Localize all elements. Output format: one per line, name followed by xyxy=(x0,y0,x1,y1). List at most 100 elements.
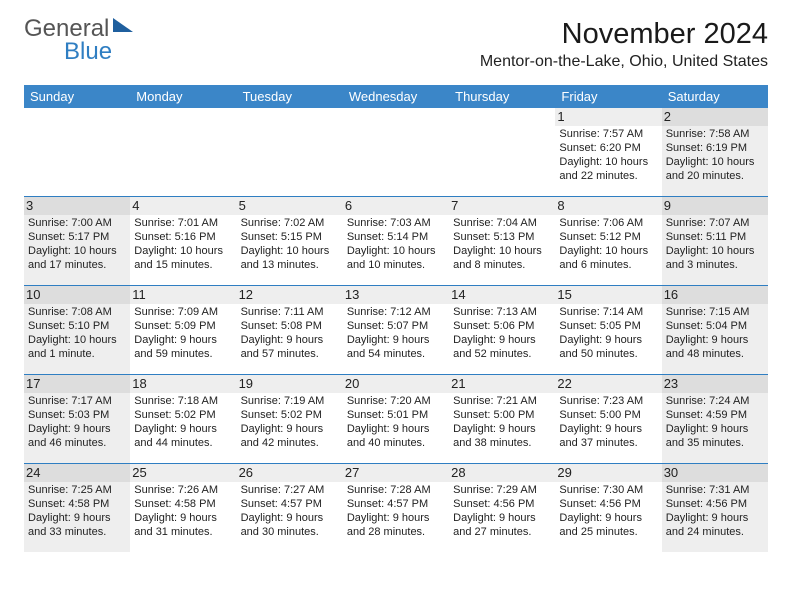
calendar-cell: 21Sunrise: 7:21 AMSunset: 5:00 PMDayligh… xyxy=(449,375,555,463)
day-number: 11 xyxy=(130,286,236,304)
calendar-cell: 29 Sunrise: 7:30 AMSunset: 4:56 PMDayligh… xyxy=(555,464,661,552)
calendar-row: 10Sunrise: 7:08 AMSunset: 5:10 PMDayligh… xyxy=(24,286,768,375)
day-number: 24 xyxy=(24,464,130,482)
calendar: Sunday Monday Tuesday Wednesday Thursday… xyxy=(24,85,768,552)
calendar-cell: 3 Sunrise: 7:00 AMSunset: 5:17 PMDaylight… xyxy=(24,197,130,285)
day-number: 16 xyxy=(662,286,768,304)
day-info: Sunrise: 7:09 AMSunset: 5:09 PMDaylight:… xyxy=(134,306,232,361)
day-info: Sunrise: 7:31 AMSunset: 4:56 PMDaylight:… xyxy=(666,484,764,539)
page-title: November 2024 xyxy=(480,18,768,51)
day-header: Wednesday xyxy=(343,85,449,108)
calendar-cell: 9 Sunrise: 7:07 AMSunset: 5:11 PMDaylight… xyxy=(662,197,768,285)
day-info: Sunrise: 7:30 AMSunset: 4:56 PMDaylight:… xyxy=(559,484,657,539)
day-number: 12 xyxy=(237,286,343,304)
calendar-cell xyxy=(449,108,555,196)
calendar-cell: 20 Sunrise: 7:20 AMSunset: 5:01 PMDayligh… xyxy=(343,375,449,463)
day-info: Sunrise: 7:13 AMSunset: 5:06 PMDaylight:… xyxy=(453,306,551,361)
calendar-row: 3 Sunrise: 7:00 AMSunset: 5:17 PMDaylight… xyxy=(24,197,768,286)
day-info: Sunrise: 7:01 AMSunset: 5:16 PMDaylight:… xyxy=(134,217,232,272)
calendar-cell: 27 Sunrise: 7:28 AMSunset: 4:57 PMDayligh… xyxy=(343,464,449,552)
calendar-cell: 23Sunrise: 7:24 AMSunset: 4:59 PMDayligh… xyxy=(662,375,768,463)
calendar-header-row: Sunday Monday Tuesday Wednesday Thursday… xyxy=(24,85,768,108)
day-info: Sunrise: 7:20 AMSunset: 5:01 PMDaylight:… xyxy=(347,395,445,450)
day-number: 26 xyxy=(237,464,343,482)
day-info: Sunrise: 7:00 AMSunset: 5:17 PMDaylight:… xyxy=(28,217,126,272)
day-number: 2 xyxy=(662,108,768,126)
calendar-body: 1Sunrise: 7:57 AMSunset: 6:20 PMDaylight… xyxy=(24,108,768,552)
logo-bottom: Blue xyxy=(64,38,112,65)
day-number: 3 xyxy=(24,197,130,215)
day-info: Sunrise: 7:28 AMSunset: 4:57 PMDaylight:… xyxy=(347,484,445,539)
day-number: 4 xyxy=(130,197,236,215)
day-number: 7 xyxy=(449,197,555,215)
day-info: Sunrise: 7:21 AMSunset: 5:00 PMDaylight:… xyxy=(453,395,551,450)
calendar-cell: 13 Sunrise: 7:12 AMSunset: 5:07 PMDayligh… xyxy=(343,286,449,374)
calendar-cell: 5 Sunrise: 7:02 AMSunset: 5:15 PMDaylight… xyxy=(237,197,343,285)
day-number: 9 xyxy=(662,197,768,215)
calendar-cell: 17 Sunrise: 7:17 AMSunset: 5:03 PMDayligh… xyxy=(24,375,130,463)
logo: General Blue xyxy=(24,18,133,64)
calendar-cell: 10Sunrise: 7:08 AMSunset: 5:10 PMDayligh… xyxy=(24,286,130,374)
calendar-cell xyxy=(24,108,130,196)
day-info: Sunrise: 7:17 AMSunset: 5:03 PMDaylight:… xyxy=(28,395,126,450)
calendar-cell xyxy=(130,108,236,196)
calendar-cell: 8 Sunrise: 7:06 AMSunset: 5:12 PMDaylight… xyxy=(555,197,661,285)
day-number: 15 xyxy=(555,286,661,304)
calendar-cell: 16 Sunrise: 7:15 AMSunset: 5:04 PMDayligh… xyxy=(662,286,768,374)
day-info: Sunrise: 7:07 AMSunset: 5:11 PMDaylight:… xyxy=(666,217,764,272)
calendar-cell: 12 Sunrise: 7:11 AMSunset: 5:08 PMDayligh… xyxy=(237,286,343,374)
header: General Blue November 2024 Mentor-on-the… xyxy=(24,18,768,71)
day-number: 10 xyxy=(24,286,130,304)
calendar-cell: 24 Sunrise: 7:25 AMSunset: 4:58 PMDayligh… xyxy=(24,464,130,552)
calendar-cell: 11 Sunrise: 7:09 AMSunset: 5:09 PMDayligh… xyxy=(130,286,236,374)
day-info: Sunrise: 7:58 AMSunset: 6:19 PMDaylight:… xyxy=(666,128,764,183)
day-number: 25 xyxy=(130,464,236,482)
day-number: 1 xyxy=(555,108,661,126)
calendar-cell xyxy=(237,108,343,196)
calendar-cell: 28 Sunrise: 7:29 AMSunset: 4:56 PMDayligh… xyxy=(449,464,555,552)
calendar-cell: 6 Sunrise: 7:03 AMSunset: 5:14 PMDaylight… xyxy=(343,197,449,285)
day-info: Sunrise: 7:02 AMSunset: 5:15 PMDaylight:… xyxy=(241,217,339,272)
day-info: Sunrise: 7:03 AMSunset: 5:14 PMDaylight:… xyxy=(347,217,445,272)
day-number: 5 xyxy=(237,197,343,215)
day-info: Sunrise: 7:25 AMSunset: 4:58 PMDaylight:… xyxy=(28,484,126,539)
day-info: Sunrise: 7:12 AMSunset: 5:07 PMDaylight:… xyxy=(347,306,445,361)
day-info: Sunrise: 7:24 AMSunset: 4:59 PMDaylight:… xyxy=(666,395,764,450)
day-header: Saturday xyxy=(662,85,768,108)
day-info: Sunrise: 7:19 AMSunset: 5:02 PMDaylight:… xyxy=(241,395,339,450)
day-number: 6 xyxy=(343,197,449,215)
calendar-cell: 25 Sunrise: 7:26 AMSunset: 4:58 PMDayligh… xyxy=(130,464,236,552)
calendar-cell: 22Sunrise: 7:23 AMSunset: 5:00 PMDayligh… xyxy=(555,375,661,463)
calendar-cell: 19 Sunrise: 7:19 AMSunset: 5:02 PMDayligh… xyxy=(237,375,343,463)
calendar-cell: 14 Sunrise: 7:13 AMSunset: 5:06 PMDayligh… xyxy=(449,286,555,374)
calendar-cell: 18Sunrise: 7:18 AMSunset: 5:02 PMDayligh… xyxy=(130,375,236,463)
day-number: 8 xyxy=(555,197,661,215)
day-info: Sunrise: 7:29 AMSunset: 4:56 PMDaylight:… xyxy=(453,484,551,539)
calendar-row: 24 Sunrise: 7:25 AMSunset: 4:58 PMDayligh… xyxy=(24,464,768,552)
calendar-row: 1Sunrise: 7:57 AMSunset: 6:20 PMDaylight… xyxy=(24,108,768,197)
day-info: Sunrise: 7:14 AMSunset: 5:05 PMDaylight:… xyxy=(559,306,657,361)
day-number: 13 xyxy=(343,286,449,304)
day-number: 14 xyxy=(449,286,555,304)
calendar-cell: 7Sunrise: 7:04 AMSunset: 5:13 PMDaylight… xyxy=(449,197,555,285)
day-number: 20 xyxy=(343,375,449,393)
day-number: 29 xyxy=(555,464,661,482)
day-info: Sunrise: 7:26 AMSunset: 4:58 PMDaylight:… xyxy=(134,484,232,539)
day-info: Sunrise: 7:15 AMSunset: 5:04 PMDaylight:… xyxy=(666,306,764,361)
calendar-cell: 2 Sunrise: 7:58 AMSunset: 6:19 PMDaylight… xyxy=(662,108,768,196)
day-info: Sunrise: 7:27 AMSunset: 4:57 PMDaylight:… xyxy=(241,484,339,539)
logo-sail-icon xyxy=(113,18,133,32)
day-header: Sunday xyxy=(24,85,130,108)
location-subtitle: Mentor-on-the-Lake, Ohio, United States xyxy=(480,53,768,71)
day-number: 17 xyxy=(24,375,130,393)
day-number: 28 xyxy=(449,464,555,482)
day-number: 19 xyxy=(237,375,343,393)
day-number: 27 xyxy=(343,464,449,482)
day-header: Monday xyxy=(130,85,236,108)
calendar-cell: 30 Sunrise: 7:31 AMSunset: 4:56 PMDayligh… xyxy=(662,464,768,552)
day-info: Sunrise: 7:11 AMSunset: 5:08 PMDaylight:… xyxy=(241,306,339,361)
calendar-cell xyxy=(343,108,449,196)
day-info: Sunrise: 7:18 AMSunset: 5:02 PMDaylight:… xyxy=(134,395,232,450)
day-info: Sunrise: 7:06 AMSunset: 5:12 PMDaylight:… xyxy=(559,217,657,272)
day-number: 30 xyxy=(662,464,768,482)
